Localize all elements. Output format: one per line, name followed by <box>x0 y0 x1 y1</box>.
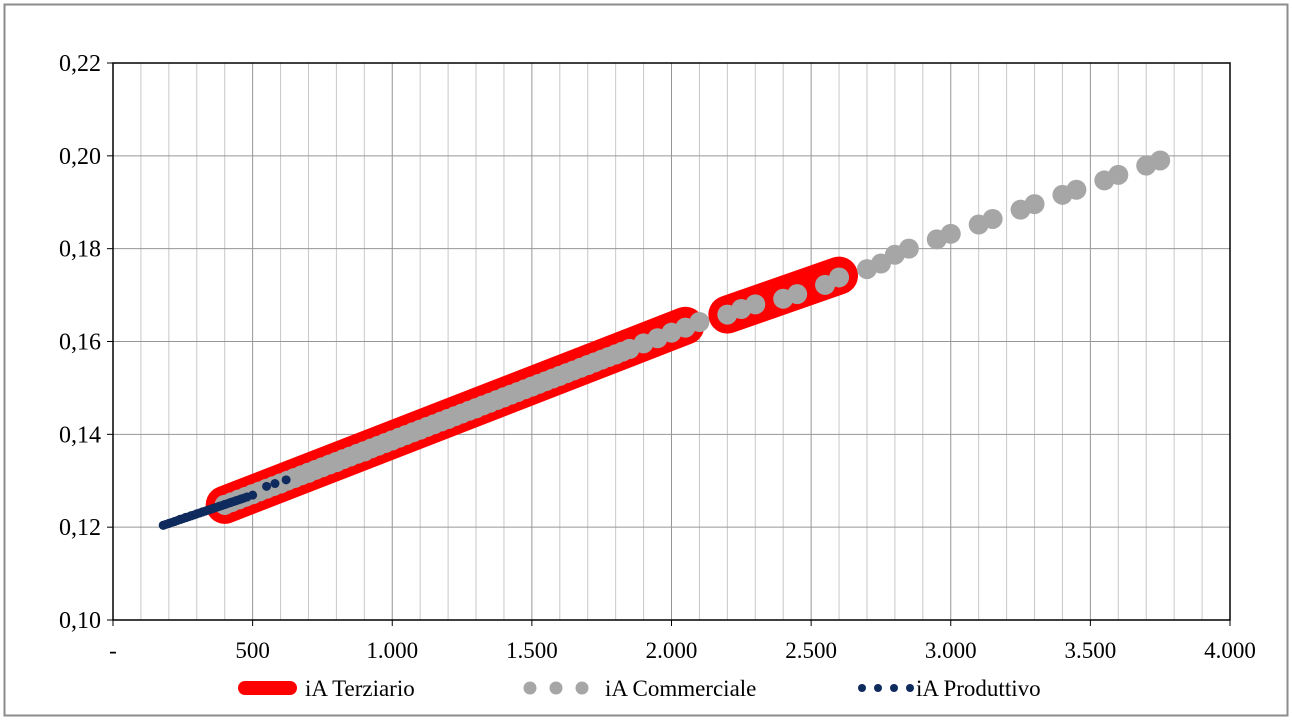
commerciale-point <box>898 238 919 259</box>
x-tick-label: 3.000 <box>925 638 977 663</box>
legend-swatch-produttivo <box>906 684 914 692</box>
legend-label: iA Commerciale <box>605 676 756 701</box>
y-tick-label: 0,16 <box>59 330 101 356</box>
commerciale-point <box>1150 150 1171 171</box>
legend-entry: iA Commerciale <box>523 676 756 701</box>
commerciale-point <box>577 355 598 376</box>
commerciale-point <box>298 462 319 483</box>
y-tick-label: 0,14 <box>59 422 101 448</box>
legend-swatch-commerciale <box>549 681 563 695</box>
y-tick-label: 0,18 <box>59 237 101 263</box>
legend-label: iA Terziario <box>305 676 415 701</box>
commerciale-point <box>982 208 1003 229</box>
y-tick-label: 0,10 <box>59 608 101 634</box>
commerciale-point <box>326 452 347 473</box>
produttivo-point <box>248 490 258 500</box>
commerciale-point <box>466 398 487 419</box>
y-tick-label: 0,22 <box>59 51 101 77</box>
legend-swatch-produttivo <box>858 684 866 692</box>
y-tick-label: 0,20 <box>59 144 101 170</box>
legend-label: iA Produttivo <box>916 676 1041 701</box>
commerciale-point <box>438 409 459 430</box>
produttivo-point <box>270 479 280 489</box>
legend-entry: iA Produttivo <box>858 676 1041 701</box>
x-tick-label: 4.000 <box>1204 638 1256 663</box>
x-tick-label: 1.500 <box>506 638 558 663</box>
commerciale-point <box>689 312 710 333</box>
y-tick-label: 0,12 <box>59 515 101 541</box>
commerciale-point <box>410 419 431 440</box>
x-axis-tick-labels: - 500 1.000 1.500 2.000 2.500 3.000 3.500 4.000 <box>109 638 1256 663</box>
x-tick-label: 2.000 <box>646 638 698 663</box>
commerciale-point <box>745 294 766 315</box>
produttivo-point <box>281 475 291 485</box>
commerciale-point <box>829 267 850 288</box>
legend-swatch-commerciale <box>523 681 537 695</box>
commerciale-point <box>493 387 514 408</box>
plot-area-frame <box>112 62 1231 621</box>
x-tick-label: 500 <box>235 638 270 663</box>
commerciale-point <box>940 223 961 244</box>
y-axis-tick-labels: 0,10 0,12 0,14 0,16 0,18 0,20 0,22 <box>59 51 101 634</box>
commerciale-point <box>521 376 542 397</box>
legend: iA Terziario iA Commerciale iA Produttivo <box>238 676 1041 701</box>
legend-swatch-produttivo <box>874 684 882 692</box>
x-tick-label: 1.000 <box>366 638 418 663</box>
produttivo-point <box>262 481 272 491</box>
commerciale-point <box>354 441 375 462</box>
commerciale-point <box>1066 179 1087 200</box>
commerciale-point <box>549 365 570 386</box>
legend-entry: iA Terziario <box>238 676 415 701</box>
commerciale-point <box>382 430 403 451</box>
legend-swatch-produttivo <box>890 684 898 692</box>
series-layer <box>158 150 1171 530</box>
series-ia-produttivo <box>158 475 291 530</box>
x-tick-label: 3.500 <box>1065 638 1117 663</box>
x-tick-label: - <box>109 638 117 663</box>
x-tick-label: 2.500 <box>785 638 837 663</box>
commerciale-point <box>1108 164 1129 185</box>
commerciale-point <box>1024 194 1045 215</box>
legend-swatch-commerciale <box>575 681 589 695</box>
commerciale-point <box>787 284 808 305</box>
